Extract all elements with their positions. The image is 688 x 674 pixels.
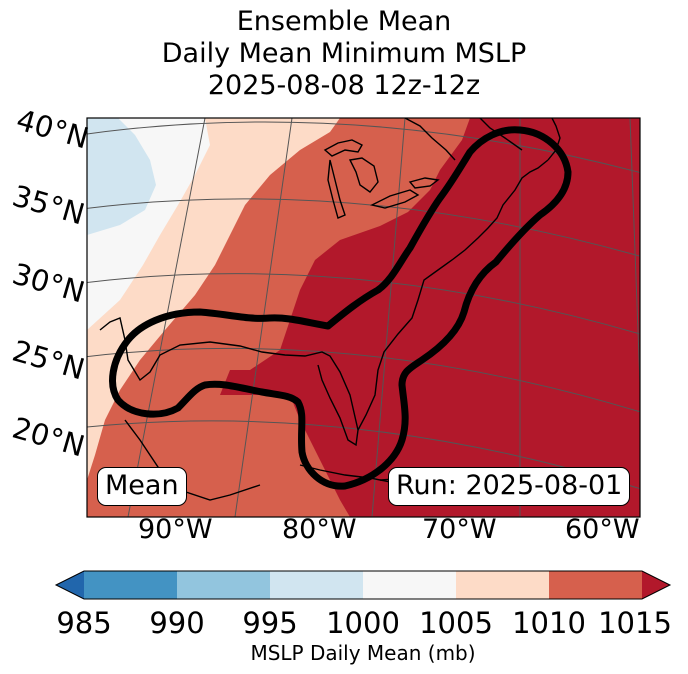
lon-label-80w: 80°W	[282, 514, 357, 545]
lon-label-90w: 90°W	[138, 514, 213, 545]
colorbar-extend-high	[642, 571, 670, 599]
map-frame	[86, 117, 641, 518]
lon-label-70w: 70°W	[422, 514, 497, 545]
colorbar-outline	[54, 570, 672, 600]
run-date-label: Run: 2025-08-01	[388, 467, 631, 506]
colorbar-bin-990-995	[177, 571, 270, 599]
colorbar	[54, 570, 672, 600]
colorbar-bin-1005-1010	[456, 571, 549, 599]
colorbar-bin-1000-1005	[363, 571, 456, 599]
colorbar-tick-1000: 1000	[326, 606, 400, 640]
colorbar-tick-1015: 1015	[598, 606, 672, 640]
colorbar-bin-1010-1015	[549, 571, 642, 599]
contour-outline-icon	[109, 126, 572, 490]
colorbar-tick-1005: 1005	[419, 606, 493, 640]
colorbar-bin-985-990	[84, 571, 177, 599]
colorbar-tick-985: 985	[56, 606, 112, 640]
lon-label-60w: 60°W	[565, 514, 640, 545]
colorbar-tick-1010: 1010	[512, 606, 586, 640]
title-line-1: Ensemble Mean	[236, 6, 452, 37]
title-line-2: Daily Mean Minimum MSLP	[161, 38, 527, 69]
colorbar-tick-990: 990	[149, 606, 205, 640]
map-plot-area	[87, 118, 640, 517]
colorbar-label: MSLP Daily Mean (mb)	[250, 641, 476, 665]
title-line-3: 2025-08-08 12z-12z	[207, 70, 481, 101]
colorbar-bin-995-1000	[270, 571, 363, 599]
mean-label: Mean	[97, 467, 187, 506]
colorbar-tick-995: 995	[242, 606, 298, 640]
mslp-field-990-995	[87, 118, 156, 235]
colorbar-extend-low	[56, 571, 84, 599]
